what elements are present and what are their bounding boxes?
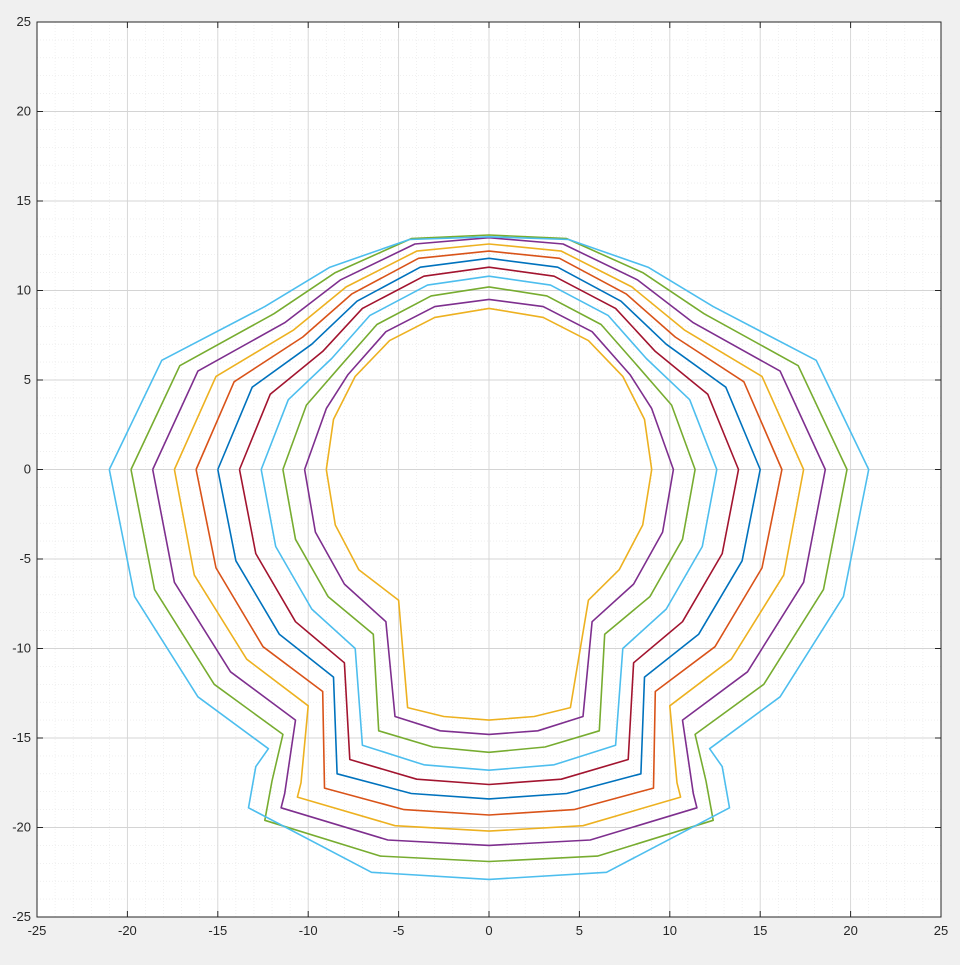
series-line-9 — [151, 236, 827, 847]
ticks-layer — [36, 21, 942, 918]
series-line-3 — [282, 286, 696, 754]
x-tick-label: -5 — [393, 923, 405, 938]
y-tick-label: 5 — [24, 372, 31, 387]
y-tick-label: -5 — [19, 551, 31, 566]
x-tick-label: 10 — [663, 923, 677, 938]
y-tick-label: 0 — [24, 462, 31, 477]
series-line-10 — [130, 234, 848, 863]
series-line-1 — [325, 307, 653, 721]
series-line-11 — [108, 236, 870, 881]
x-tick-label: 15 — [753, 923, 767, 938]
y-tick-label: -25 — [12, 909, 31, 924]
series-layer — [108, 234, 870, 881]
y-tick-label: -15 — [12, 730, 31, 745]
y-tick-label: 15 — [17, 193, 31, 208]
y-tick-labels: 25 20 15 10 5 0 -5 -10 -15 -20 -25 — [12, 14, 31, 924]
series-line-6 — [217, 257, 762, 800]
series-line-7 — [195, 250, 783, 816]
y-tick-label: 25 — [17, 14, 31, 29]
series-line-5 — [238, 266, 740, 786]
x-tick-label: 0 — [485, 923, 492, 938]
x-tick-label: -20 — [118, 923, 137, 938]
x-tick-label: 20 — [843, 923, 857, 938]
x-tick-label: -10 — [299, 923, 318, 938]
x-tick-labels: -25 -20 -15 -10 -5 0 5 10 15 20 25 — [28, 923, 949, 938]
x-tick-label: 5 — [576, 923, 583, 938]
y-tick-label: 20 — [17, 104, 31, 119]
y-tick-label: -10 — [12, 641, 31, 656]
y-tick-label: -20 — [12, 820, 31, 835]
series-line-4 — [260, 275, 718, 772]
series-line-8 — [173, 243, 805, 832]
y-tick-label: 10 — [17, 283, 31, 298]
x-tick-label: 25 — [934, 923, 948, 938]
series-line-2 — [303, 298, 675, 736]
x-tick-label: -25 — [28, 923, 47, 938]
x-tick-label: -15 — [208, 923, 227, 938]
